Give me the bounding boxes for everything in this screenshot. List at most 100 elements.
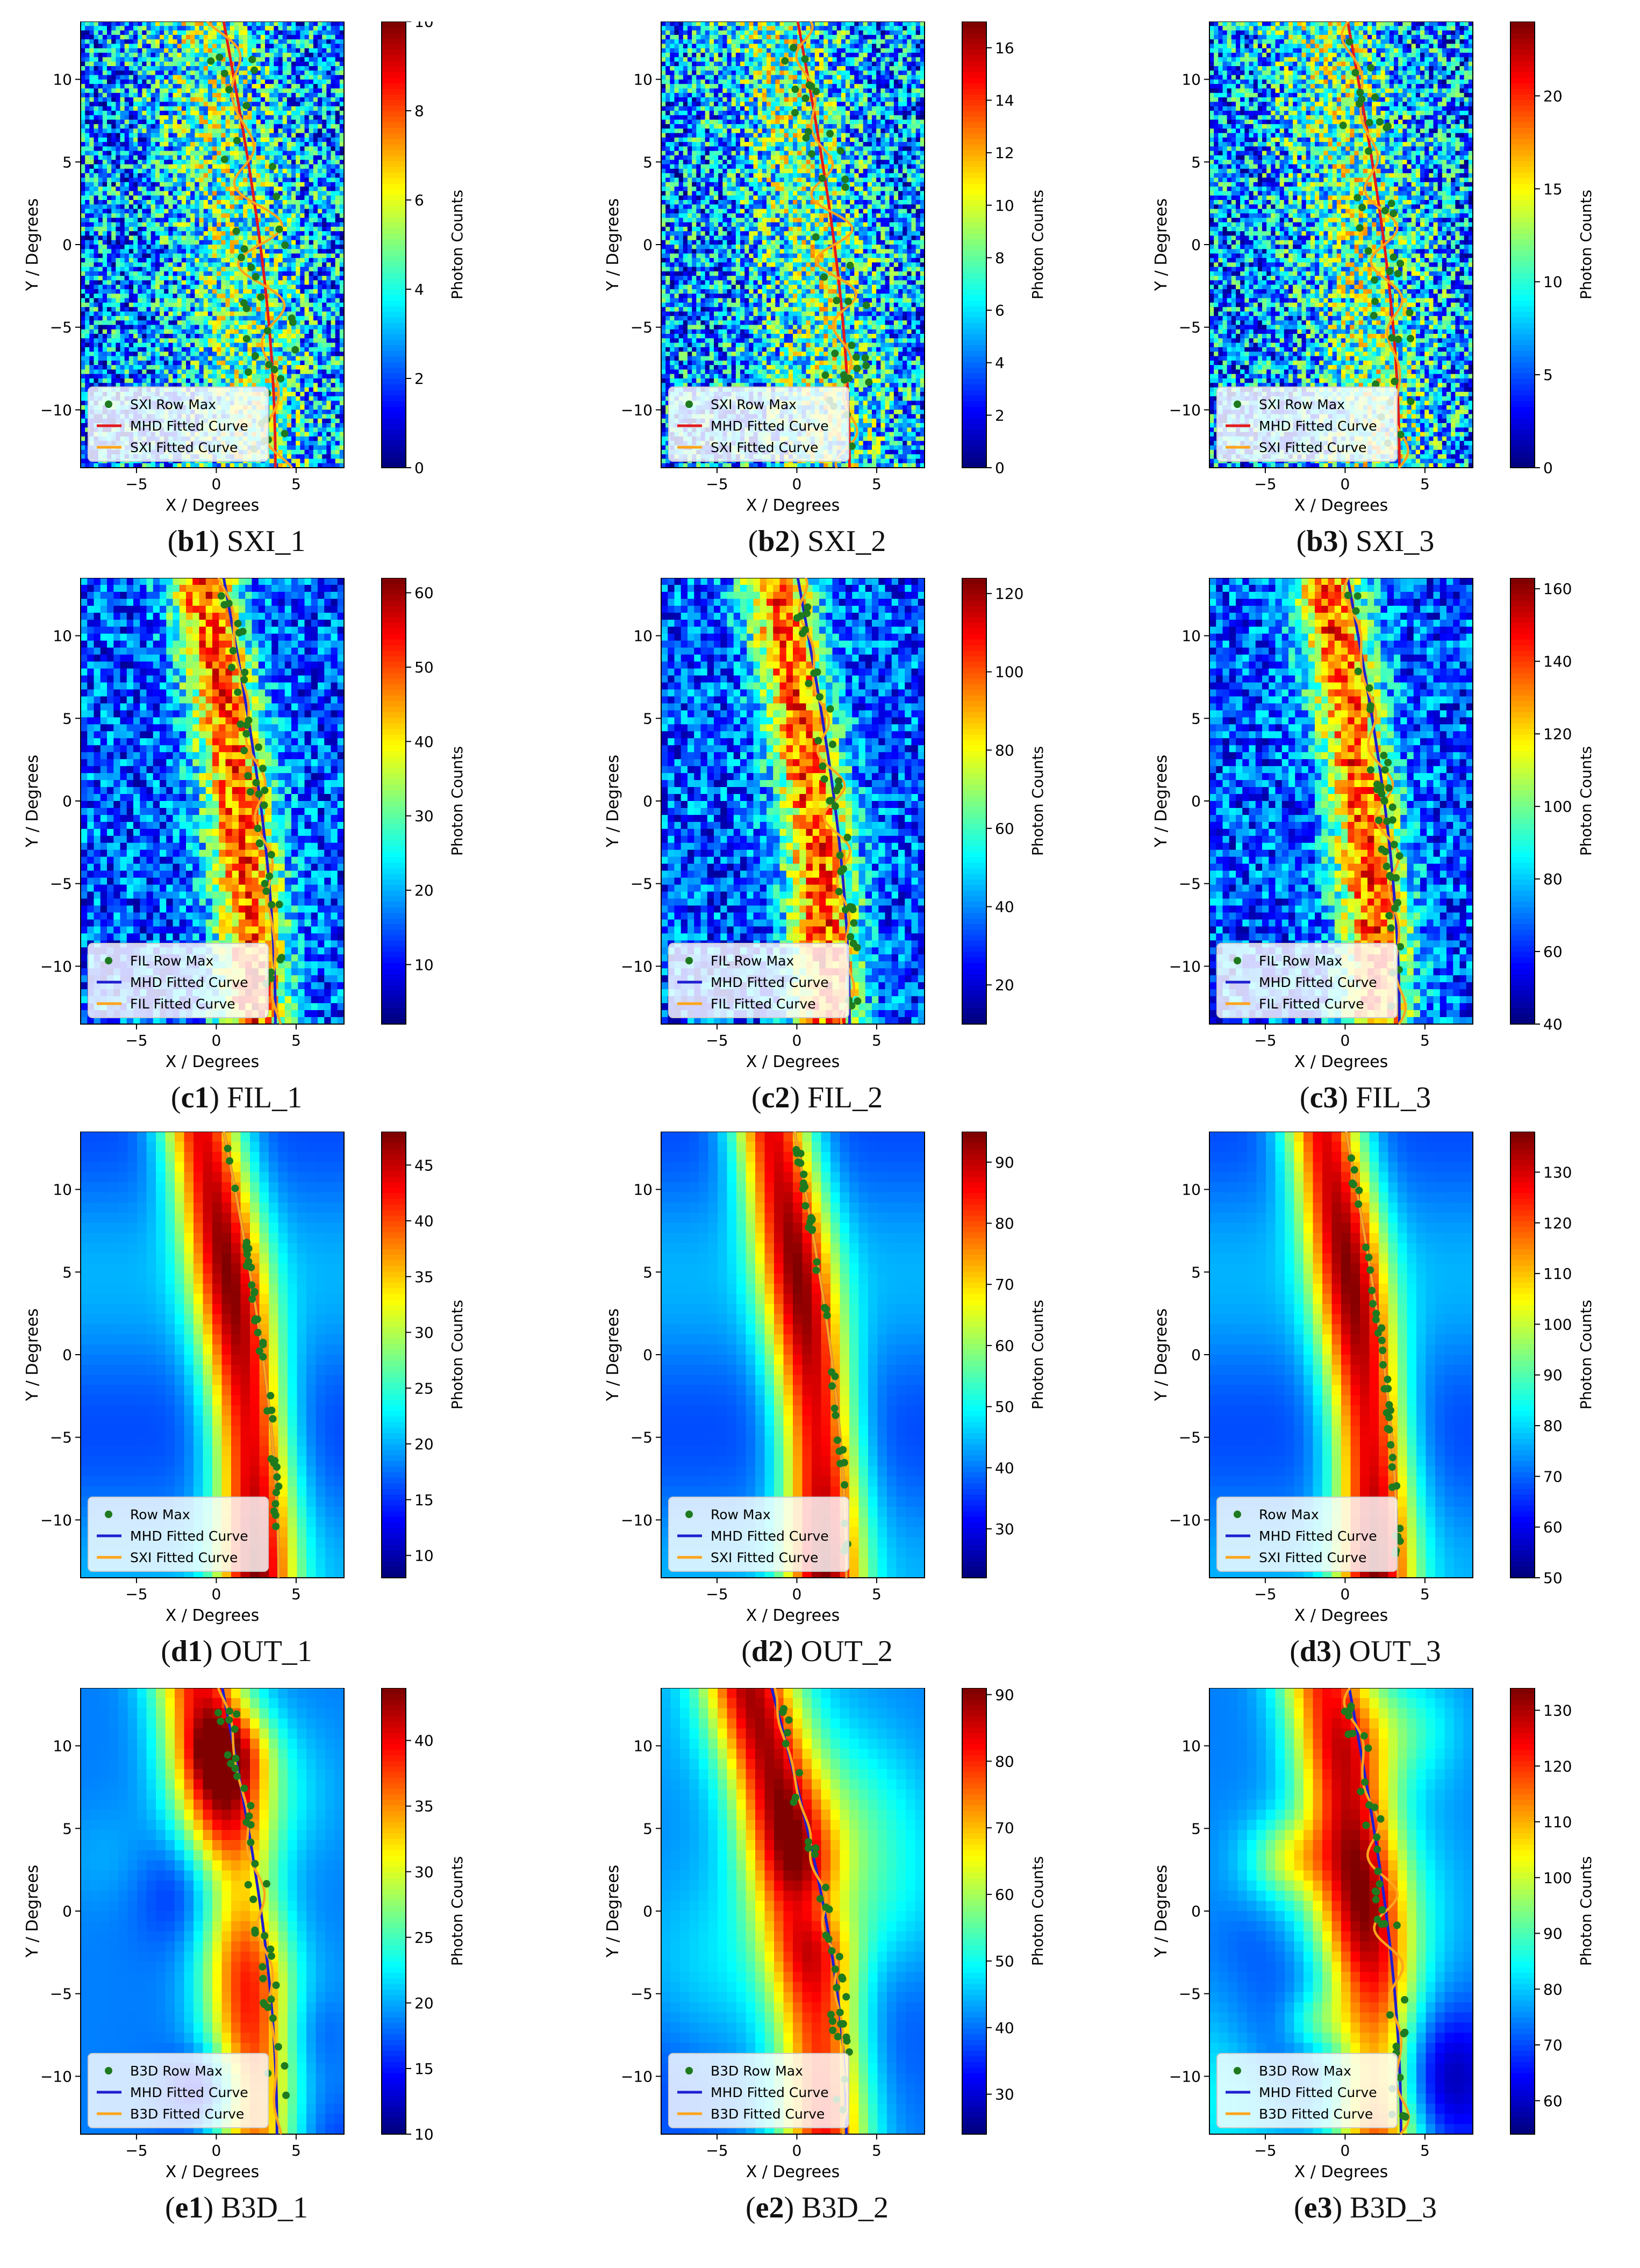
x-tick-label: 0 (792, 475, 802, 493)
row-max-point (269, 162, 276, 170)
row-max-point (272, 1489, 280, 1497)
y-tick-label: −5 (631, 319, 653, 337)
row-max-point (1364, 1744, 1372, 1752)
y-tick-label: −5 (631, 1429, 653, 1447)
row-max-point (234, 688, 242, 696)
panel-caption: (c2) FIL_2 (629, 1081, 1005, 1115)
panel-d2: −5 0 5 −10 −5 0 5 10 X / Degrees Y / Degrees Row M… (591, 1131, 1075, 1650)
y-axis-label: Y / Degrees (23, 1308, 42, 1401)
y-tick-label: 10 (1181, 1737, 1201, 1755)
y-tick-label: 5 (643, 710, 653, 727)
panel-caption: (d1) OUT_1 (48, 1634, 425, 1669)
panel-label: b2 (758, 525, 790, 558)
colorbar-tick-label: 4 (995, 354, 1005, 372)
row-max-point (1372, 1315, 1380, 1323)
colorbar-tick-label: 10 (414, 956, 434, 974)
colorbar-tick-label: 30 (995, 1520, 1014, 1538)
row-max-point (836, 2008, 844, 2016)
panel-title: ) SXI_3 (1338, 525, 1434, 558)
x-tick-label: 5 (1420, 2142, 1430, 2159)
y-tick-label: 0 (643, 1902, 653, 1920)
row-max-point (850, 919, 858, 927)
panel-label: e1 (175, 2191, 204, 2224)
row-max-point (1365, 1254, 1373, 1262)
row-max-point (259, 1963, 267, 1971)
legend-label: B3D Fitted Curve (711, 2106, 825, 2122)
y-tick-label: 0 (1191, 236, 1201, 254)
panel-caption: (d2) OUT_2 (629, 1634, 1005, 1669)
row-max-point (1370, 312, 1378, 319)
y-tick-label: −10 (40, 957, 72, 975)
row-max-point (791, 85, 799, 93)
row-max-point (831, 349, 839, 357)
row-max-point (1394, 335, 1402, 344)
y-tick-label: 0 (62, 1346, 72, 1364)
y-tick-label: −5 (631, 875, 653, 893)
row-max-point (1388, 816, 1396, 824)
x-tick-label: 0 (212, 475, 221, 493)
colorbar-tick-label: 60 (414, 584, 434, 602)
panel-c3: −5 0 5 −10 −5 0 5 10 X / Degrees Y / Degrees FIL R… (1140, 577, 1623, 1097)
row-max-point (1366, 702, 1374, 710)
row-max-point (800, 1170, 808, 1178)
x-axis-label: X / Degrees (746, 496, 840, 515)
x-tick-label: −5 (125, 2142, 147, 2159)
chart-b2: −5 0 5 −10 −5 0 5 10 X / Degrees Y / Degrees SXI R… (604, 21, 1047, 515)
colorbar-tick-label: 4 (414, 281, 424, 298)
x-tick-label: 5 (291, 2142, 301, 2159)
row-max-point (224, 1144, 232, 1153)
row-max-point (231, 1725, 239, 1733)
legend-label: B3D Fitted Curve (1259, 2106, 1373, 2122)
row-max-point (1362, 1243, 1370, 1251)
legend-label: MHD Fitted Curve (130, 418, 248, 434)
row-max-points (224, 1144, 283, 1530)
panel-c1: −5 0 5 −10 −5 0 5 10 X / Degrees Y / Degrees FIL R… (11, 577, 495, 1097)
row-max-point (822, 1884, 830, 1892)
colorbar-tick-label: 80 (995, 741, 1014, 759)
colorbar-tick-label: 30 (414, 807, 434, 825)
row-max-point (842, 1993, 850, 2001)
row-max-point (232, 227, 240, 235)
row-max-point (1365, 147, 1373, 155)
row-max-point (273, 1473, 281, 1481)
row-max-point (255, 1347, 263, 1355)
row-max-point (242, 729, 250, 738)
colorbar-tick-label: 40 (995, 1459, 1014, 1477)
colorbar-tick-label: 40 (1543, 1015, 1563, 1033)
row-max-point (237, 720, 245, 728)
row-max-point (818, 174, 826, 182)
row-max-point (240, 747, 248, 755)
y-tick-label: 5 (62, 710, 72, 727)
chart-b1: −5 0 5 −10 −5 0 5 10 X / Degrees Y / Degrees SXI R… (23, 13, 466, 515)
chart-c2: −5 0 5 −10 −5 0 5 10 X / Degrees Y / Degrees FIL R… (604, 577, 1047, 1071)
y-tick-label: 0 (62, 792, 72, 810)
legend-label: MHD Fitted Curve (130, 975, 248, 990)
row-max-point (803, 610, 811, 617)
row-max-point (267, 1945, 275, 1953)
colorbar-tick-label: 45 (414, 1156, 434, 1174)
x-tick-label: 5 (872, 1585, 882, 1603)
row-max-point (272, 1981, 280, 1989)
colorbar-tick-label: 15 (414, 1491, 434, 1509)
colorbar-tick-label: 0 (995, 459, 1005, 477)
row-max-point (1376, 1880, 1384, 1888)
row-max-point (1396, 943, 1404, 951)
panel-caption: (b1) SXI_1 (48, 524, 425, 559)
legend-label: MHD Fitted Curve (130, 1528, 248, 1544)
y-tick-label: 10 (53, 627, 72, 645)
row-max-point (220, 69, 228, 77)
legend-label: B3D Row Max (130, 2063, 223, 2079)
colorbar-tick-label: 120 (1543, 1757, 1572, 1775)
x-tick-label: −5 (706, 1585, 728, 1603)
row-max-point (1355, 1200, 1363, 1208)
colorbar-tick-label: 10 (414, 1547, 434, 1565)
x-tick-label: −5 (125, 475, 147, 493)
row-max-point (1366, 766, 1374, 774)
row-max-point (1372, 1310, 1380, 1318)
row-max-point (1345, 1712, 1353, 1720)
colorbar-tick-label: 130 (1543, 1163, 1572, 1181)
colorbar-tick-label: 20 (1543, 87, 1563, 105)
legend-label: B3D Fitted Curve (130, 2106, 244, 2122)
row-max-point (805, 1838, 812, 1846)
row-max-point (780, 1705, 788, 1713)
